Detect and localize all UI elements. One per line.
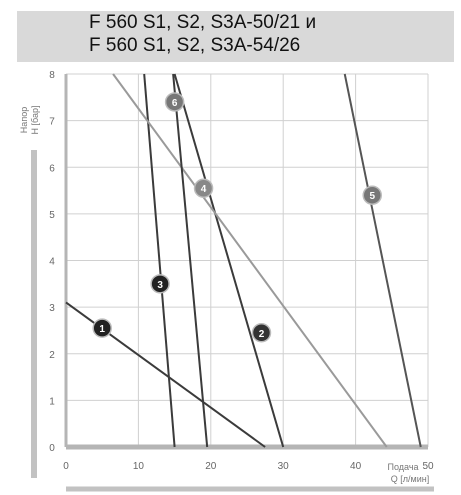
y-tick-label: 4 <box>49 257 55 268</box>
series-marker-1 <box>92 318 112 338</box>
series-marker-2 <box>251 323 272 343</box>
y-tick-label: 5 <box>49 210 55 221</box>
chart-title-line-1: F 560 S1, S2, S3A-50/21 и <box>89 12 317 33</box>
x-axis-title-line-1: Подача <box>387 462 418 472</box>
series-label-6: 6 <box>172 98 178 109</box>
y-axis-title-line-2: H [бар] <box>30 106 40 135</box>
series-line-2 <box>173 73 285 448</box>
y-tick-label: 8 <box>49 70 55 81</box>
series-label-3: 3 <box>157 280 163 291</box>
x-tick-label: 40 <box>350 461 362 472</box>
x-axis-title-line-2: Q [л/мин] <box>391 474 429 484</box>
chart-title-box: F 560 S1, S2, S3A-50/21 и F 560 S1, S2, … <box>17 11 454 62</box>
y-axis-title-line-1: Напор <box>19 107 29 133</box>
y-tick-label: 7 <box>49 117 55 128</box>
series-marker-3 <box>150 274 170 294</box>
y-tick-label: 2 <box>49 350 55 361</box>
y-tick-label: 3 <box>49 303 55 314</box>
series-line-6 <box>172 73 209 448</box>
x-tick-label: 20 <box>205 461 217 472</box>
series-marker-5 <box>362 185 383 205</box>
series-label-4: 4 <box>201 184 207 195</box>
x-tick-label: 30 <box>278 461 290 472</box>
series-marker-4 <box>193 178 214 198</box>
chart-title-line-2: F 560 S1, S2, S3A-54/26 <box>89 35 301 56</box>
x-tick-label: 50 <box>422 461 434 472</box>
y-tick-label: 0 <box>49 443 55 454</box>
x-tick-label: 0 <box>63 461 69 472</box>
series-label-1: 1 <box>99 324 105 335</box>
y-tick-label: 6 <box>49 163 55 174</box>
series-line-3 <box>143 73 176 448</box>
series-marker-6 <box>164 92 185 112</box>
series-label-5: 5 <box>369 191 375 202</box>
x-tick-label: 10 <box>133 461 145 472</box>
y-tick-label: 1 <box>49 396 55 407</box>
series-line-5 <box>343 73 422 448</box>
series-line-4 <box>112 73 388 448</box>
series-label-2: 2 <box>259 329 265 340</box>
